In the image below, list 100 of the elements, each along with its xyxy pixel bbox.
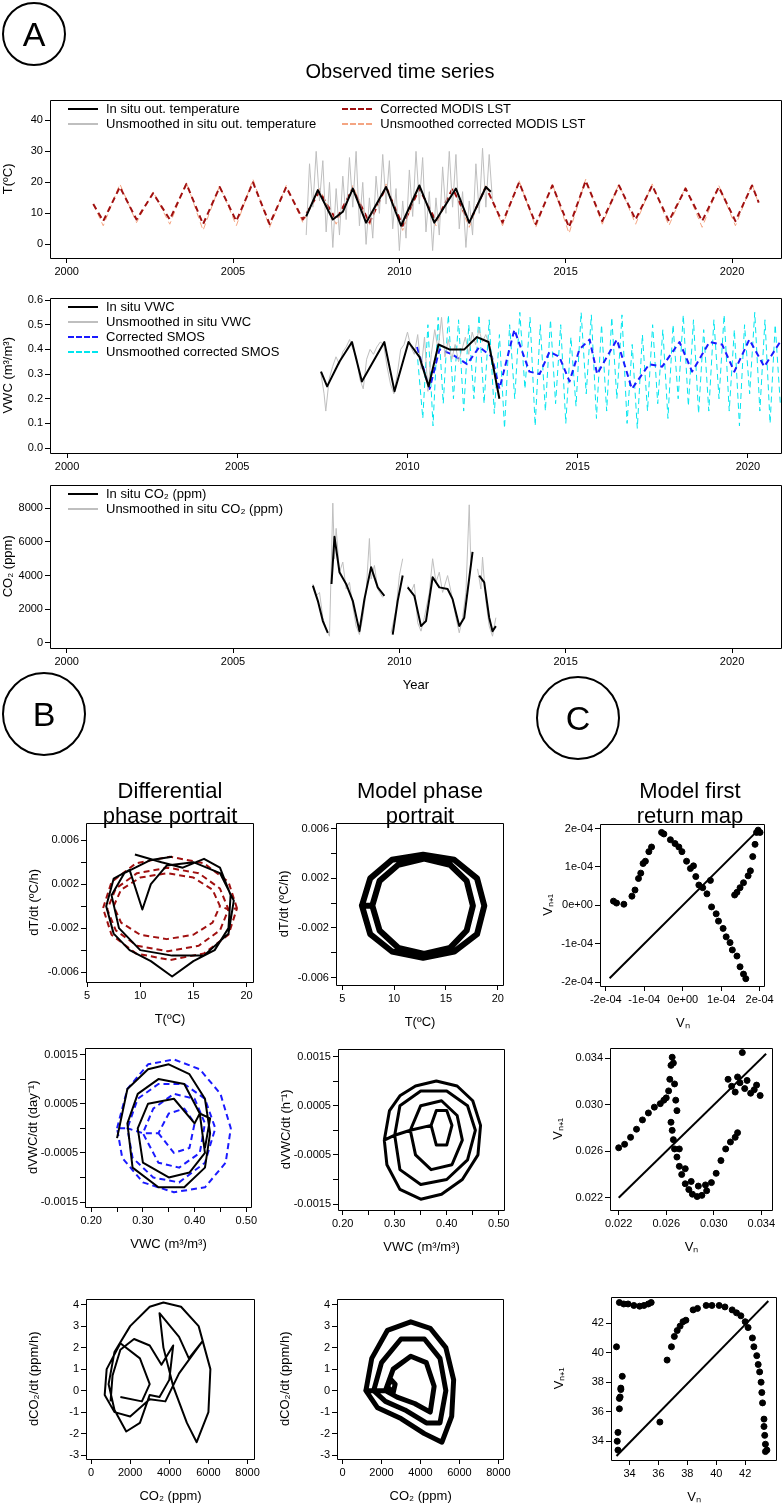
x-tick-label: 0.50: [488, 1216, 510, 1229]
x-tick-label: 40: [710, 1466, 723, 1479]
x-tick-label: 34: [623, 1466, 636, 1479]
x-tick-label: 5: [339, 991, 346, 1004]
x-tick-label: 10: [387, 991, 401, 1004]
x-tick-label: 8000: [235, 1465, 260, 1478]
y-tick-label: 2: [323, 1340, 330, 1353]
x-tick-label: 0.022: [604, 1216, 633, 1229]
x-tick-label: 0.40: [436, 1216, 458, 1229]
y-tick-label: 1e-04: [564, 860, 593, 873]
x-tick-label: 2005: [225, 459, 250, 472]
y-tick-label: 1: [72, 1362, 79, 1375]
x-axis-title: T(ºC): [404, 1013, 436, 1029]
y-tick-label: 0.0005: [44, 1096, 78, 1109]
x-tick-label: 0.030: [700, 1216, 728, 1229]
y-tick-label: -0.002: [297, 921, 329, 934]
x-tick-label: 2010: [387, 264, 412, 277]
legend-label: In situ VWC: [106, 299, 175, 314]
x-tick-label: 6000: [447, 1465, 472, 1478]
y-tick-label: 0.006: [51, 833, 79, 846]
y-tick-label: 4: [323, 1297, 330, 1310]
y-axis-title: dCO₂/dt (ppm/h): [277, 1331, 293, 1427]
y-tick-label: 0.030: [575, 1097, 603, 1110]
text: C: [536, 676, 620, 760]
y-tick-label: 0.002: [51, 877, 79, 890]
y-tick-label: -1: [69, 1405, 79, 1418]
y-tick-label: -2: [320, 1426, 330, 1439]
y-tick-label: -0.006: [47, 965, 79, 978]
y-tick-label: 30: [30, 144, 43, 157]
x-axis-title: Vₙ: [687, 1488, 701, 1504]
x-axis-title: Vₙ: [684, 1238, 699, 1254]
y-tick-label: 36: [591, 1404, 604, 1417]
x-tick-label: -1e-04: [628, 992, 661, 1005]
y-axis-title: dT/dt (ºC/h): [26, 868, 42, 936]
y-axis-title: dCO₂/dt (ppm/h): [26, 1331, 42, 1427]
y-tick-label: 4000: [18, 568, 43, 581]
x-tick-label: 20: [491, 991, 504, 1004]
x-tick-label: 5: [84, 988, 91, 1001]
x-tick-label: 4000: [157, 1465, 182, 1478]
legend-label: In situ CO₂ (ppm): [106, 486, 207, 501]
y-tick-label: -0.006: [297, 970, 329, 983]
y-tick-label: 2: [72, 1340, 79, 1353]
x-tick-label: 0.034: [747, 1216, 776, 1229]
x-tick-label: 0.20: [80, 1213, 102, 1226]
y-tick-label: -0.002: [47, 921, 79, 934]
legend-label: Corrected MODIS LST: [380, 101, 512, 116]
y-tick-label: 8000: [18, 501, 43, 514]
x-tick-label: 0.30: [384, 1216, 406, 1229]
legend-label: Corrected SMOS: [106, 329, 205, 344]
x-tick-label: 6000: [196, 1465, 221, 1478]
y-tick-label: 0: [72, 1383, 79, 1396]
y-tick-label: 3: [323, 1319, 330, 1332]
x-tick-label: 10: [134, 988, 147, 1001]
chart-title: Model first return map: [635, 778, 745, 829]
legend-label: Unsmoothed corrected MODIS LST: [380, 116, 586, 131]
x-tick-label: 36: [652, 1466, 665, 1479]
x-tick-label: 4000: [408, 1465, 433, 1478]
y-tick-label: -0.0015: [40, 1195, 78, 1208]
x-tick-label: 2020: [735, 459, 761, 472]
y-tick-label: -0.0015: [293, 1197, 331, 1210]
legend-label: Unsmoothed corrected SMOS: [106, 344, 280, 359]
x-tick-label: 2005: [220, 264, 246, 277]
x-axis-title: VWC (m³/m³): [383, 1238, 460, 1254]
y-tick-label: 0.0015: [44, 1047, 78, 1060]
y-tick-label: 0.026: [575, 1144, 603, 1157]
y-tick-label: 0.1: [27, 416, 43, 429]
x-tick-label: 15: [187, 988, 200, 1001]
legend-label: Unsmoothed in situ out. temperature: [106, 116, 317, 131]
text: B: [2, 672, 86, 756]
y-tick-label: 40: [591, 1345, 604, 1358]
x-axis-title: Year: [402, 676, 430, 692]
y-tick-label: -1e-04: [561, 936, 593, 949]
y-tick-label: 2000: [18, 602, 43, 615]
x-tick-label: 2015: [553, 264, 578, 277]
y-tick-label: 0.2: [27, 391, 43, 404]
y-tick-label: -2e-04: [561, 975, 593, 988]
x-axis-title: CO₂ (ppm): [389, 1487, 452, 1503]
y-tick-label: 0.5: [27, 317, 43, 330]
y-tick-label: 0.034: [575, 1051, 603, 1064]
x-axis-title: CO₂ (ppm): [139, 1487, 202, 1503]
y-tick-label: -3: [69, 1448, 79, 1461]
y-tick-label: 0.0: [27, 441, 43, 454]
x-tick-label: 2e-04: [745, 992, 774, 1005]
y-tick-label: 38: [591, 1375, 604, 1388]
y-tick-label: -2: [69, 1426, 79, 1439]
legend-label: In situ out. temperature: [106, 101, 240, 116]
y-tick-label: 2e-04: [564, 821, 593, 834]
x-axis-title: Vₙ: [675, 1014, 690, 1030]
x-tick-label: 0.40: [183, 1213, 206, 1226]
x-tick-label: 2005: [220, 654, 246, 667]
chart-title: Differential phase portrait: [101, 778, 239, 829]
y-axis-title: T(ºC): [0, 163, 16, 195]
y-axis-title: dVWC/dt (day⁻¹): [25, 1080, 41, 1175]
legend-label: Unsmoothed in situ CO₂ (ppm): [106, 501, 283, 516]
y-tick-label: 0.022: [575, 1190, 603, 1203]
x-tick-label: 42: [739, 1466, 752, 1479]
x-tick-label: 0.20: [331, 1216, 354, 1229]
y-tick-label: -0.0005: [40, 1145, 78, 1158]
y-tick-label: 0: [36, 635, 43, 648]
y-tick-label: 0e+00: [562, 898, 593, 911]
